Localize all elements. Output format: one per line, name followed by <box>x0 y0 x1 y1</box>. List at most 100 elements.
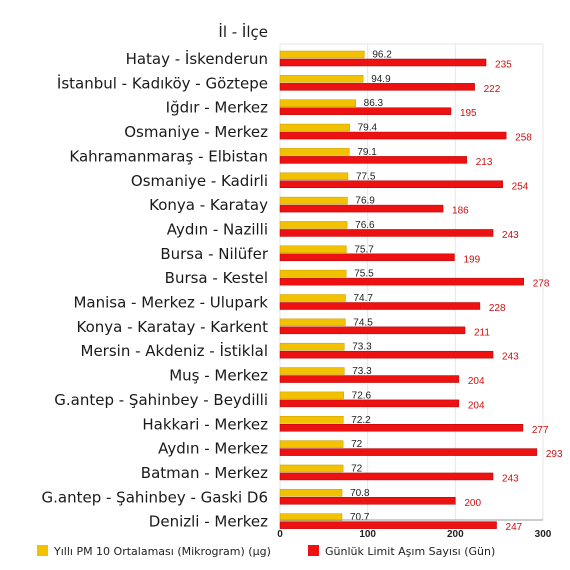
category-label: Osmaniye - Merkez <box>124 123 268 141</box>
limit-bar <box>279 277 524 286</box>
limit-value-label: 235 <box>495 60 512 71</box>
limit-value-label: 277 <box>532 425 549 436</box>
pm10-value-label: 75.7 <box>354 244 374 255</box>
limit-bar <box>279 229 494 237</box>
pm10-value-label: 96.2 <box>372 50 392 61</box>
limit-value-label: 254 <box>512 181 529 192</box>
legend-swatch-limit <box>308 545 319 556</box>
limit-bar <box>279 521 497 529</box>
limit-bar <box>279 375 460 383</box>
limit-value-label: 293 <box>546 449 563 460</box>
limit-value-label: 186 <box>452 206 469 217</box>
category-label: G.antep - Şahinbey - Beydilli <box>54 391 268 409</box>
limit-value-label: 200 <box>464 498 481 509</box>
limit-bar <box>279 156 467 164</box>
category-label: G.antep - Şahinbey - Gaski D6 <box>42 488 269 506</box>
pm10-value-label: 77.5 <box>356 171 376 182</box>
category-label: Hakkari - Merkez <box>142 415 268 433</box>
category-label: Mersin - Akdeniz - İstiklal <box>81 341 268 360</box>
x-tick-label: 0 <box>277 529 283 540</box>
pm10-value-label: 76.9 <box>355 196 375 207</box>
pm10-bar <box>279 440 344 448</box>
category-column-header: İl - İlçe <box>218 22 268 41</box>
limit-value-label: 258 <box>515 133 532 144</box>
category-label: Hatay - İskenderun <box>126 49 268 68</box>
limit-bar <box>279 83 475 91</box>
limit-bar <box>279 204 444 213</box>
pm10-value-label: 74.5 <box>353 317 373 328</box>
legend-swatch-pm10 <box>37 545 48 556</box>
pm10-value-label: 94.9 <box>371 74 391 85</box>
limit-value-label: 199 <box>463 254 480 265</box>
category-label: Bursa - Kestel <box>165 269 268 287</box>
category-label: Aydın - Nazilli <box>167 220 268 238</box>
limit-bar <box>279 58 487 67</box>
limit-bar <box>279 302 481 310</box>
limit-bar <box>279 107 452 115</box>
limit-value-label: 278 <box>533 279 550 290</box>
x-tick-label: 200 <box>447 529 464 540</box>
category-label: Konya - Karatay <box>149 196 268 214</box>
pm10-value-label: 72 <box>351 439 363 450</box>
pm10-value-label: 70.8 <box>350 488 370 499</box>
pm10-bar <box>279 269 347 278</box>
limit-value-label: 228 <box>489 303 506 314</box>
pm10-value-label: 76.6 <box>355 220 375 231</box>
legend: Yıllı PM 10 Ortalaması (Mikrogram) (μg) G… <box>37 545 495 558</box>
category-label: Batman - Merkez <box>141 464 268 482</box>
pm10-bar <box>279 342 345 351</box>
limit-bar <box>279 326 466 335</box>
pm10-bar <box>279 367 345 375</box>
limit-value-label: 243 <box>502 230 519 241</box>
pm10-value-label: 72.6 <box>352 390 372 401</box>
legend-label-limit: Günlük Limit Aşım Sayısı (Gün) <box>325 545 495 558</box>
bars: 96.2 235 94.9 222 86.3 195 79.4 258 79.1 213 77.5 2… <box>279 50 563 533</box>
category-label: İstanbul - Kadıköy - Göztepe <box>57 73 268 92</box>
pm10-bar <box>279 99 356 107</box>
pm10-bar <box>279 464 344 473</box>
pm10-bar <box>279 123 350 132</box>
pm10-bar <box>279 196 348 205</box>
pm10-value-label: 73.3 <box>352 366 372 377</box>
limit-bar <box>279 131 507 140</box>
x-tick-label: 300 <box>535 529 552 540</box>
pm10-value-label: 86.3 <box>364 98 384 109</box>
pm10-bar <box>279 75 364 83</box>
pm10-bar <box>279 318 346 327</box>
limit-bar <box>279 350 494 359</box>
pm10-bar <box>279 50 365 59</box>
category-label: Kahramanmaraş - Elbistan <box>69 147 268 165</box>
limit-bar <box>279 399 460 408</box>
limit-value-label: 222 <box>484 84 501 95</box>
category-labels: Hatay - İskenderun İstanbul - Kadıköy - G… <box>42 49 269 531</box>
pm10-bar <box>279 221 348 229</box>
limit-bar <box>279 424 524 432</box>
category-label: Muş - Merkez <box>169 367 268 385</box>
limit-bar <box>279 472 494 481</box>
limit-value-label: 204 <box>468 400 485 411</box>
limit-value-label: 204 <box>468 376 485 387</box>
pm10-bar <box>279 148 350 156</box>
limit-value-label: 243 <box>502 473 519 484</box>
pm10-bar <box>279 489 343 497</box>
pm10-value-label: 73.3 <box>352 342 372 353</box>
x-tick-label: 100 <box>359 529 376 540</box>
category-label: Bursa - Nilüfer <box>160 245 268 263</box>
pm10-value-label: 79.4 <box>358 123 378 134</box>
limit-value-label: 195 <box>460 108 477 119</box>
limit-bar <box>279 497 456 505</box>
pm10-bar <box>279 391 344 400</box>
limit-bar <box>279 448 538 456</box>
pm10-value-label: 70.7 <box>350 512 370 523</box>
pm10-value-label: 75.5 <box>354 269 374 280</box>
pm10-value-label: 79.1 <box>357 147 377 158</box>
category-label: Osmaniye - Kadirli <box>131 172 268 190</box>
category-label: Manisa - Merkez - Ulupark <box>73 294 268 312</box>
limit-value-label: 211 <box>474 327 490 338</box>
pm10-bar <box>279 172 349 180</box>
legend-label-pm10: Yıllı PM 10 Ortalaması (Mikrogram) (μg) <box>53 545 271 558</box>
pm10-bar <box>279 416 344 424</box>
pm10-value-label: 72.2 <box>351 415 371 426</box>
category-label: Denizli - Merkez <box>149 513 268 531</box>
